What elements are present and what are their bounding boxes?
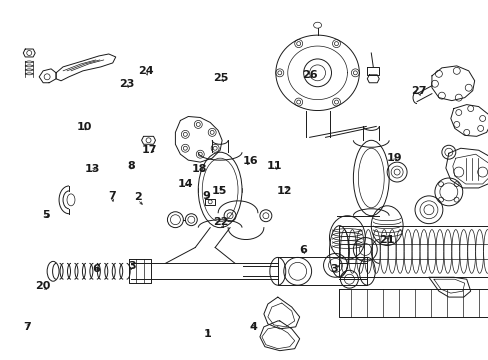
Text: 7: 7 (108, 191, 116, 201)
Text: 17: 17 (142, 145, 157, 155)
Text: 9: 9 (202, 191, 210, 201)
Text: 18: 18 (192, 163, 207, 174)
Text: 19: 19 (386, 153, 401, 163)
Text: 27: 27 (410, 86, 426, 96)
Text: 11: 11 (266, 161, 282, 171)
Text: 3: 3 (128, 261, 135, 271)
Text: 4: 4 (249, 322, 257, 332)
Text: 23: 23 (119, 79, 134, 89)
Text: 6: 6 (298, 245, 306, 255)
Text: 14: 14 (177, 179, 193, 189)
Text: 5: 5 (42, 210, 50, 220)
Text: 6: 6 (92, 264, 100, 274)
Text: 13: 13 (85, 163, 100, 174)
Text: 25: 25 (213, 73, 228, 83)
Text: 12: 12 (276, 186, 291, 196)
Text: 21: 21 (378, 235, 393, 245)
Text: 8: 8 (127, 161, 135, 171)
Text: 10: 10 (76, 122, 92, 132)
Text: 22: 22 (213, 217, 228, 227)
Text: 15: 15 (211, 186, 226, 196)
Text: 1: 1 (204, 329, 211, 339)
Text: 20: 20 (35, 282, 50, 292)
Text: 3: 3 (330, 264, 338, 274)
Text: 16: 16 (242, 157, 258, 166)
Text: 2: 2 (133, 192, 141, 202)
Text: 24: 24 (138, 66, 154, 76)
Text: 7: 7 (23, 322, 30, 332)
Text: 26: 26 (302, 69, 317, 80)
